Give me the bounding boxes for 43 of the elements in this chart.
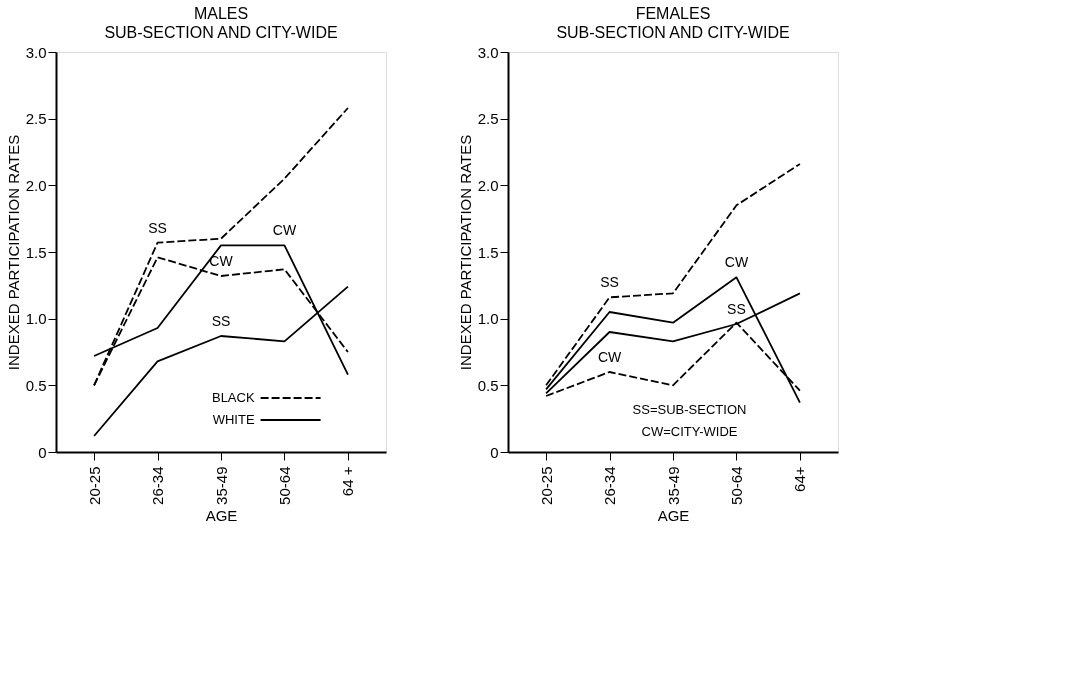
x-tick-label: 35-49 [212,466,230,505]
x-tick-label: 64+ [791,466,809,492]
chart-subtitle: SUB-SECTION AND CITY-WIDE [556,24,790,41]
x-tick-label: 50-64 [727,466,745,505]
annotation: SS [727,301,746,317]
x-tick-label: 20-25 [537,466,555,505]
x-tick-label: 35-49 [664,466,682,505]
y-tick-label: 0 [38,443,47,461]
y-tick-label: 1.0 [477,310,499,328]
y-tick-label: 2.5 [477,110,499,128]
legend-label: WHITE [212,412,255,427]
annotation: SS [148,219,167,236]
x-tick-label: 20-25 [85,466,103,505]
chart-title: MALES [193,5,249,22]
chart-title: FEMALES [635,5,711,22]
annotation: CW=CITY-WIDE [641,424,738,439]
annotation: SS=SUB-SECTION [632,402,747,417]
y-tick-label: 2.0 [477,176,499,194]
y-tick-label: 0.5 [477,376,499,394]
y-tick-label: 0.5 [25,376,47,394]
x-tick-label: 50-64 [275,466,293,505]
annotation: CW [272,222,297,239]
annotation: SS [211,313,231,329]
annotation: CW [724,254,749,271]
y-tick-label: 2.0 [25,176,47,194]
x-tick-label: 26-34 [149,466,167,505]
x-axis-title: AGE [205,506,238,524]
legend-label: BLACK [211,390,255,405]
y-tick-label: 3.0 [477,43,499,61]
y-tick-label: 1.5 [477,243,499,261]
annotation: CW [597,349,622,365]
y-tick-label: 0 [490,443,499,461]
x-tick-label: 26-34 [601,466,619,505]
y-tick-label: 2.5 [25,110,47,128]
y-tick-label: 1.0 [25,310,47,328]
annotation: SS [600,274,619,291]
x-axis-title: AGE [657,506,690,524]
x-tick-label: 64 + [339,466,357,497]
y-tick-label: 1.5 [25,243,47,261]
y-axis-title: INDEXED PARTICIPATION RATES [456,134,474,371]
chart-subtitle: SUB-SECTION AND CITY-WIDE [104,24,338,41]
y-axis-title: INDEXED PARTICIPATION RATES [4,134,22,371]
y-tick-label: 3.0 [25,43,47,61]
